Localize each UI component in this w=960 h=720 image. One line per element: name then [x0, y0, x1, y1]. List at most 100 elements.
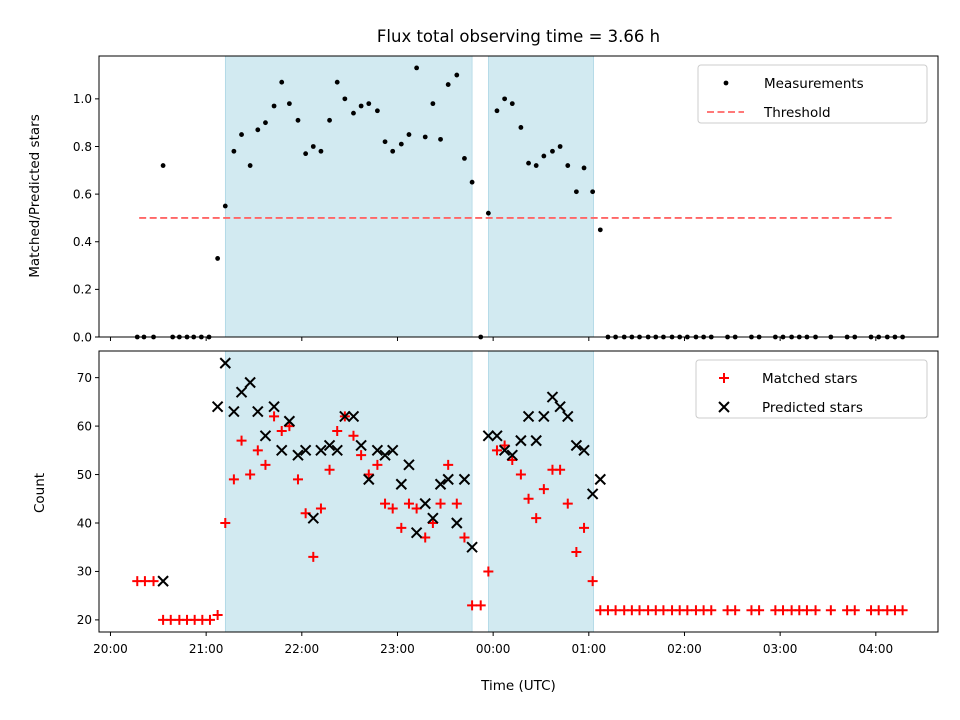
- dot-point-27: [351, 110, 356, 116]
- dot-point-44: [485, 210, 491, 216]
- plus-point-14: [245, 469, 256, 480]
- x-tick-label: 20:00: [93, 642, 128, 656]
- legend-box: [697, 64, 928, 124]
- dot-point-42: [469, 179, 475, 185]
- cross-point-32: [458, 473, 471, 486]
- cross-point-7: [259, 430, 272, 442]
- x-tick-label: 00:00: [476, 642, 511, 656]
- legend: Matched stars Predicted stars: [695, 359, 928, 419]
- dot-point-16: [263, 120, 268, 126]
- x-tick-label: 21:00: [189, 642, 224, 656]
- dot-point-49: [526, 160, 531, 166]
- dot-point-52: [550, 148, 555, 154]
- plus-point-50: [531, 513, 542, 524]
- plus-point-29: [363, 469, 374, 480]
- cross-point-4: [235, 386, 248, 398]
- plus-point-37: [427, 517, 438, 528]
- dot-point-20: [295, 117, 301, 123]
- plus-point-44: [483, 566, 494, 577]
- dot-point-40: [454, 72, 460, 78]
- plus-point-83: [825, 605, 836, 616]
- plus-point-11: [220, 517, 231, 528]
- cross-point-34: [482, 430, 495, 442]
- series-cross: [157, 357, 607, 587]
- dot-point-58: [597, 227, 603, 233]
- y-tick-label: 50: [77, 468, 92, 482]
- dot-point-28: [358, 103, 364, 109]
- x-tick-label: 03:00: [763, 642, 798, 656]
- cross-point-29: [434, 478, 447, 490]
- cross-point-37: [506, 449, 518, 461]
- cross-point-11: [292, 449, 304, 461]
- dot-point-48: [518, 125, 524, 130]
- bottom-panel: 20 30 40 50 60 70 20:00 21:00 22:00 23:00 00:00 01:…: [77, 350, 939, 656]
- dot-point-23: [318, 148, 324, 154]
- plus-point-47: [507, 455, 518, 466]
- cross-point-36: [498, 444, 511, 457]
- x-tick-label: 22:00: [285, 642, 320, 656]
- dot-point-53: [557, 144, 563, 149]
- dot-point-56: [581, 165, 587, 171]
- plus-point-74: [730, 605, 741, 616]
- dot-point-24: [327, 117, 332, 123]
- plus-point-18: [276, 425, 287, 436]
- plus-point-57: [587, 576, 598, 587]
- plus-point-15: [252, 445, 263, 456]
- dot-point-31: [382, 139, 388, 145]
- cross-point-33: [466, 541, 478, 553]
- plus-point-69: [682, 605, 693, 616]
- y-tick-label: 20: [77, 613, 92, 627]
- plus-point-45: [491, 445, 502, 456]
- legend-box: [695, 359, 928, 419]
- plus-point-22: [308, 551, 319, 562]
- plus-point-39: [443, 459, 454, 470]
- cross-point-45: [570, 439, 583, 452]
- y-tick-label: 0.8: [73, 140, 92, 154]
- legend-plus-swatch: [719, 373, 729, 383]
- cross-point-16: [331, 444, 343, 457]
- y-tick-label: 40: [77, 516, 92, 530]
- dot-point-25: [334, 79, 340, 85]
- top-y-axis-label: Matched/Predicted stars: [27, 114, 43, 277]
- legend-label: Predicted stars: [762, 400, 863, 416]
- legend-label: Threshold: [763, 105, 831, 121]
- plus-point-19: [284, 421, 295, 432]
- plus-point-54: [562, 498, 573, 509]
- plus-point-16: [260, 459, 271, 470]
- plus-point-4: [165, 614, 176, 625]
- plus-point-76: [754, 605, 765, 616]
- plus-point-78: [778, 605, 789, 616]
- dot-point-14: [247, 163, 253, 168]
- cross-point-39: [522, 410, 535, 423]
- x-tick-label: 01:00: [572, 642, 607, 656]
- y-tick-label: 60: [77, 419, 92, 433]
- plus-point-82: [810, 605, 821, 616]
- dot-point-37: [430, 101, 436, 107]
- dot-point-17: [271, 103, 277, 109]
- cross-point-1: [211, 401, 224, 413]
- plus-point-13: [236, 435, 247, 446]
- plus-point-36: [420, 532, 431, 543]
- plus-point-33: [396, 522, 407, 533]
- cross-point-3: [228, 405, 240, 418]
- y-tick-label: 0.6: [73, 187, 92, 201]
- cross-point-25: [403, 459, 415, 471]
- dot-point-18: [279, 79, 285, 85]
- y-tick-label: 1.0: [73, 92, 92, 106]
- cross-point-13: [307, 512, 320, 524]
- chart-title: Flux total observing time = 3.66 h: [377, 27, 660, 46]
- x-tick-label: 04:00: [859, 642, 894, 656]
- cross-point-38: [515, 434, 527, 447]
- cross-point-22: [379, 449, 391, 461]
- bottom-y-axis-label: Count: [32, 473, 48, 513]
- cross-point-21: [371, 444, 384, 457]
- cross-point-42: [546, 391, 559, 403]
- plus-point-20: [292, 474, 303, 485]
- plus-point-28: [356, 450, 367, 461]
- series-plus: [132, 411, 908, 625]
- cross-point-28: [427, 512, 439, 524]
- cross-point-24: [395, 478, 408, 490]
- cross-point-43: [554, 401, 566, 413]
- plus-point-27: [348, 430, 359, 441]
